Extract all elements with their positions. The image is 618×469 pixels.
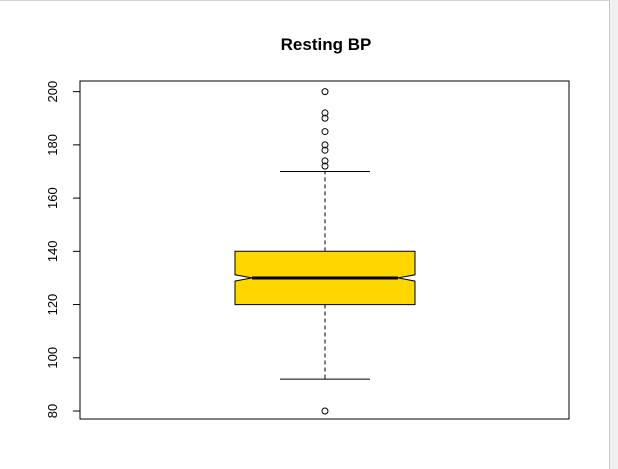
outlier-point: [321, 88, 329, 96]
outlier-point: [321, 157, 329, 165]
outlier-point: [321, 141, 329, 149]
y-tick-label: 120: [45, 294, 60, 316]
outlier-point: [321, 146, 329, 154]
outlier-point: [321, 407, 329, 415]
y-tick-label: 160: [45, 187, 60, 209]
window-right-border: [609, 0, 618, 469]
outlier-point: [321, 114, 329, 122]
outlier-point: [321, 162, 329, 170]
outlier-point: [321, 128, 329, 136]
chart-title: Resting BP: [281, 35, 372, 54]
box-group: [234, 88, 416, 415]
window-top-border: [0, 0, 609, 1]
y-tick-label: 100: [45, 347, 60, 369]
y-tick-label: 140: [45, 240, 60, 262]
y-axis: 80 100 120 140 160 180 200: [45, 81, 81, 418]
y-tick-label: 200: [45, 81, 60, 103]
y-tick-label: 180: [45, 134, 60, 156]
y-tick-label: 80: [45, 404, 60, 418]
outlier-point: [321, 109, 329, 117]
